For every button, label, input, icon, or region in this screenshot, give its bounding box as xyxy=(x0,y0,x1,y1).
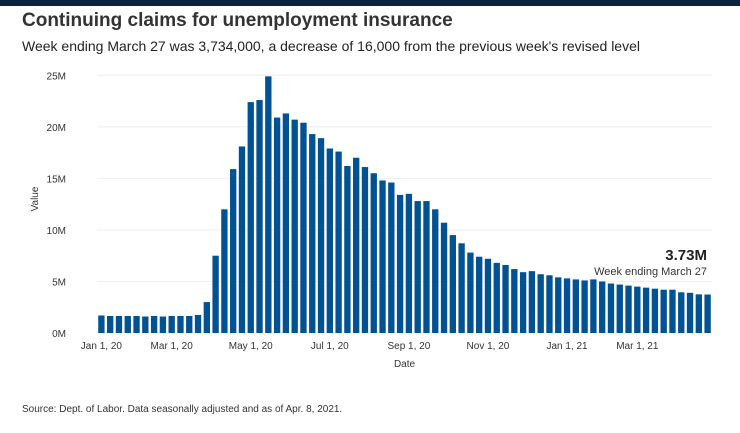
x-axis-ticks: Jan 1, 20 Mar 1, 20 May 1, 20 Jul 1, 20 Sep … xyxy=(81,341,659,352)
bar xyxy=(203,302,210,333)
bar xyxy=(537,274,544,333)
bar xyxy=(317,138,325,333)
bar xyxy=(616,284,623,333)
bar xyxy=(309,134,316,333)
bar xyxy=(265,76,272,333)
chart-subtitle: Week ending March 27 was 3,734,000, a de… xyxy=(22,38,640,54)
bar xyxy=(528,271,536,333)
bar xyxy=(159,316,167,333)
bar xyxy=(150,315,158,333)
bar xyxy=(493,262,500,333)
bar xyxy=(458,243,465,333)
bar xyxy=(634,286,641,333)
bar xyxy=(449,235,456,333)
bar xyxy=(563,278,571,333)
bar xyxy=(695,294,702,333)
bar xyxy=(642,287,650,333)
bar xyxy=(344,166,351,333)
bar xyxy=(440,222,448,333)
y-axis-title: Value xyxy=(30,186,41,211)
bar xyxy=(107,315,114,333)
bar xyxy=(282,113,290,333)
y-tick-label: 20M xyxy=(47,123,66,134)
bar xyxy=(546,275,553,333)
bar xyxy=(361,167,369,333)
bar xyxy=(414,201,421,333)
bar xyxy=(467,252,474,333)
annotation-text: Week ending March 27 xyxy=(594,266,707,278)
bar xyxy=(519,272,527,333)
bar xyxy=(335,151,342,333)
bar xyxy=(247,102,254,333)
bar xyxy=(388,182,395,333)
x-tick-label: Nov 1, 20 xyxy=(467,341,510,352)
y-tick-label: 25M xyxy=(47,71,66,82)
top-accent-bar xyxy=(0,0,740,6)
annotation-value: 3.73M xyxy=(665,247,707,264)
bar xyxy=(326,148,333,333)
x-tick-label: Sep 1, 20 xyxy=(387,341,430,352)
bar xyxy=(599,281,606,333)
bar xyxy=(370,173,377,333)
bar xyxy=(291,119,298,333)
bar xyxy=(238,146,246,333)
chart-title: Continuing claims for unemployment insur… xyxy=(22,10,453,31)
bar xyxy=(502,264,509,333)
bar xyxy=(133,315,140,333)
bar xyxy=(432,209,439,333)
x-tick-label: Jan 1, 20 xyxy=(81,341,123,352)
bar xyxy=(115,315,123,333)
bar xyxy=(607,283,615,333)
bar xyxy=(168,315,175,333)
bar xyxy=(98,315,105,333)
bar xyxy=(625,285,632,333)
bar xyxy=(256,100,263,333)
bar xyxy=(194,314,202,333)
bar xyxy=(396,194,404,333)
bar xyxy=(221,209,228,333)
x-tick-label: Mar 1, 21 xyxy=(616,341,659,352)
bar xyxy=(678,292,685,333)
bar-chart: 0M 5M 10M 15M 20M 25M Jan 1, 20 Mar 1, 20 May 1… xyxy=(30,71,712,370)
y-tick-label: 10M xyxy=(47,226,66,237)
bar xyxy=(555,277,562,333)
bar xyxy=(405,193,413,333)
bar xyxy=(581,280,588,333)
y-axis-ticks: 0M 5M 10M 15M 20M 25M xyxy=(47,71,66,340)
bar xyxy=(476,256,483,333)
y-tick-label: 15M xyxy=(47,174,66,185)
y-tick-label: 5M xyxy=(52,277,66,288)
bar xyxy=(300,122,307,333)
bar xyxy=(669,289,676,333)
bar xyxy=(186,315,193,333)
bar xyxy=(142,316,149,333)
bar xyxy=(660,289,667,333)
bar xyxy=(177,315,184,333)
bar xyxy=(686,292,694,333)
x-axis-title: Date xyxy=(394,359,416,370)
bar xyxy=(704,294,711,333)
bar xyxy=(230,169,237,333)
y-tick-label: 0M xyxy=(52,329,66,340)
bar xyxy=(484,258,492,333)
x-tick-label: May 1, 20 xyxy=(229,341,273,352)
x-tick-label: Mar 1, 20 xyxy=(151,341,194,352)
bar xyxy=(353,157,360,333)
source-note: Source: Dept. of Labor. Data seasonally … xyxy=(22,404,343,415)
bar xyxy=(590,279,597,333)
bars xyxy=(98,76,711,333)
bar xyxy=(511,269,518,333)
bar xyxy=(572,279,579,333)
x-tick-label: Jul 1, 20 xyxy=(311,341,349,352)
bar xyxy=(124,315,131,333)
x-tick-label: Jan 1, 21 xyxy=(546,341,588,352)
bar xyxy=(651,288,659,333)
bar xyxy=(273,117,281,333)
bar xyxy=(423,201,430,333)
bar xyxy=(379,180,386,333)
bar xyxy=(212,255,219,333)
